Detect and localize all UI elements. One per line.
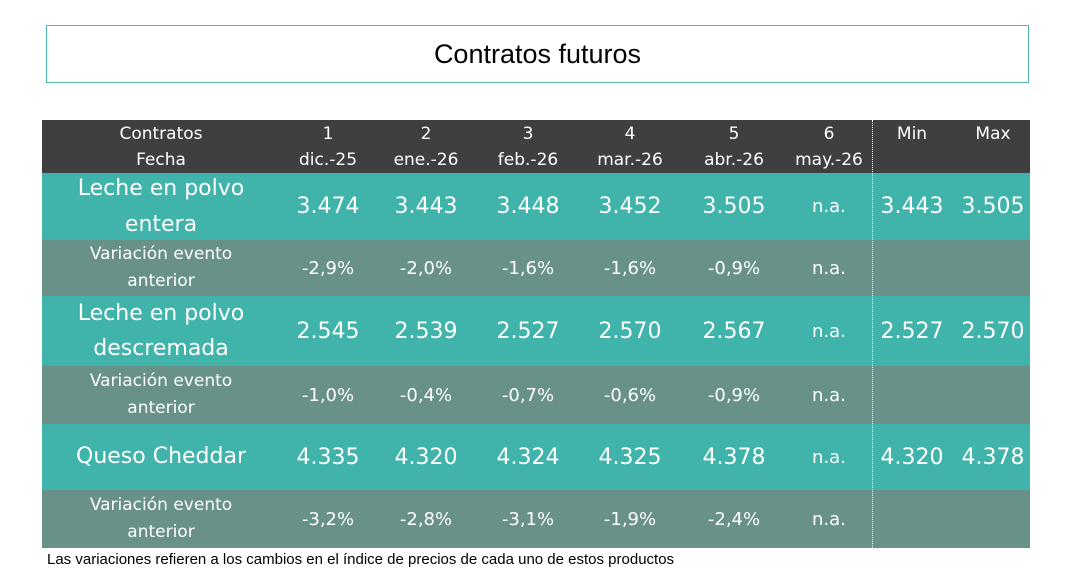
value: -0,4% (399, 384, 453, 406)
value: -3,2% (301, 508, 355, 530)
value: 4.378 (702, 444, 766, 470)
value: -1,6% (603, 257, 657, 279)
value: -0,9% (707, 257, 761, 279)
value: 3.474 (296, 194, 360, 219)
value: -0,6% (603, 384, 657, 406)
value: 4.325 (598, 444, 662, 470)
value: n.a. (812, 196, 846, 217)
value: -1,0% (301, 384, 355, 406)
value: 3.448 (496, 194, 560, 219)
contract-number: 5 (728, 124, 740, 144)
value: n.a. (812, 508, 846, 530)
header-label: Fecha (136, 150, 186, 170)
row-label: Leche en polvo descremada (77, 300, 245, 361)
row-label: Variación evento anterior (89, 370, 233, 418)
contract-date: ene.-26 (393, 150, 459, 170)
contract-date: abr.-26 (704, 150, 764, 170)
row-label: Variación evento anterior (89, 494, 233, 542)
min-value: 3.443 (880, 194, 944, 219)
contract-date: mar.-26 (597, 150, 663, 170)
title: Contratos futuros (46, 25, 1029, 83)
separator (872, 120, 873, 548)
contract-date: may.-26 (795, 150, 863, 170)
header-label: Contratos (119, 124, 203, 144)
value: -1,6% (501, 257, 555, 279)
min-value: 4.320 (880, 444, 944, 470)
value: 2.567 (702, 318, 766, 344)
value: 3.452 (598, 194, 662, 219)
value: n.a. (812, 320, 846, 342)
value: 2.527 (496, 318, 560, 344)
value: -2,9% (301, 257, 355, 279)
contract-number: 4 (624, 124, 636, 144)
value: n.a. (812, 257, 846, 279)
value: 3.443 (394, 194, 458, 219)
max-value: 2.570 (961, 318, 1025, 344)
value: 2.539 (394, 318, 458, 344)
footnote: Las variaciones refieren a los cambios e… (47, 551, 675, 568)
value: -2,8% (399, 508, 453, 530)
contract-number: 6 (823, 124, 835, 144)
value: -2,0% (399, 257, 453, 279)
value: n.a. (812, 446, 846, 468)
header-row: Contratos Fecha 1 dic.-25 2 ene.-26 3 feb.-26 4 m… (42, 120, 1030, 173)
value: 4.324 (496, 444, 560, 470)
contract-number: 2 (420, 124, 432, 144)
contract-number: 3 (522, 124, 534, 144)
variation-row: Variación evento anterior -2,9% -2,0% -1,6%… (42, 240, 1030, 296)
value: -0,7% (501, 384, 555, 406)
product-row: Leche en polvo descremada 2.545 2.539 2.527… (42, 296, 1030, 366)
row-label: Variación evento anterior (89, 243, 233, 291)
value: 3.505 (702, 194, 766, 219)
variation-row: Variación evento anterior -3,2% -2,8% -3,1%… (42, 490, 1030, 548)
row-label: Leche en polvo entera (77, 176, 245, 237)
value: -2,4% (707, 508, 761, 530)
header-max: Max (975, 124, 1011, 144)
product-row: Leche en polvo entera 3.474 3.443 3.448 3.45… (42, 173, 1030, 240)
value: 2.570 (598, 318, 662, 344)
value: -0,9% (707, 384, 761, 406)
variation-row: Variación evento anterior -1,0% -0,4% -0,7%… (42, 366, 1030, 424)
value: -3,1% (501, 508, 555, 530)
min-value: 2.527 (880, 318, 944, 344)
max-value: 3.505 (961, 194, 1025, 219)
row-label: Queso Cheddar (76, 444, 247, 470)
max-value: 4.378 (961, 444, 1025, 470)
header-min: Min (896, 124, 928, 144)
product-row: Queso Cheddar 4.335 4.320 4.324 4.325 4.378 n.… (42, 424, 1030, 490)
value: 2.545 (296, 318, 360, 344)
value: 4.335 (296, 444, 360, 470)
contract-date: dic.-25 (298, 150, 358, 170)
value: -1,9% (603, 508, 657, 530)
value: n.a. (812, 384, 846, 406)
contract-date: feb.-26 (497, 150, 559, 170)
futures-table: Contratos Fecha 1 dic.-25 2 ene.-26 3 feb.-26 4 m… (42, 120, 1030, 548)
value: 4.320 (394, 444, 458, 470)
contract-number: 1 (322, 124, 334, 144)
